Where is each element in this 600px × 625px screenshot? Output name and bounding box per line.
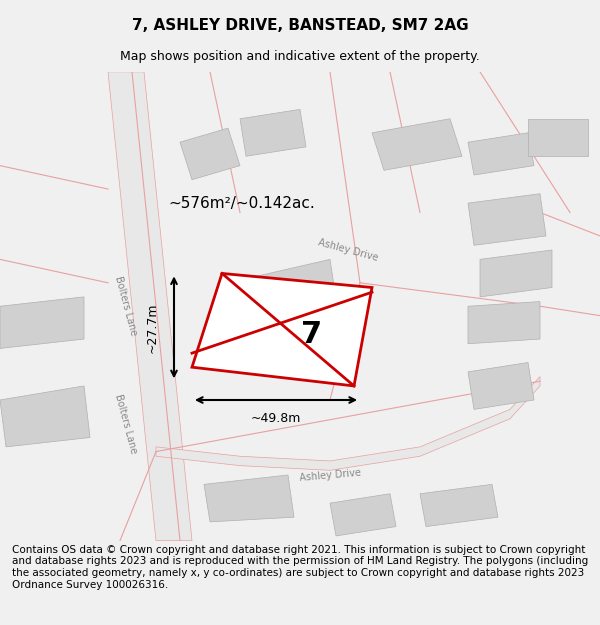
Polygon shape — [468, 194, 546, 245]
Text: Contains OS data © Crown copyright and database right 2021. This information is : Contains OS data © Crown copyright and d… — [12, 545, 588, 589]
Polygon shape — [180, 128, 240, 180]
Polygon shape — [156, 376, 540, 470]
Polygon shape — [420, 484, 498, 526]
Polygon shape — [468, 301, 540, 344]
Polygon shape — [480, 250, 552, 297]
Polygon shape — [0, 297, 84, 349]
Polygon shape — [0, 386, 90, 447]
Polygon shape — [372, 119, 462, 170]
Polygon shape — [228, 259, 342, 353]
Text: Ashley Drive: Ashley Drive — [299, 468, 361, 482]
Text: ~576m²/~0.142ac.: ~576m²/~0.142ac. — [168, 196, 315, 211]
Polygon shape — [108, 72, 192, 541]
Polygon shape — [204, 475, 294, 522]
Text: Bolters Lane: Bolters Lane — [113, 392, 139, 454]
Text: ~49.8m: ~49.8m — [251, 412, 301, 425]
Text: 7: 7 — [301, 320, 323, 349]
Text: Bolters Lane: Bolters Lane — [113, 276, 139, 337]
Polygon shape — [240, 109, 306, 156]
Polygon shape — [468, 132, 534, 175]
Text: Ashley Drive: Ashley Drive — [317, 237, 379, 263]
Polygon shape — [528, 119, 588, 156]
Text: 7, ASHLEY DRIVE, BANSTEAD, SM7 2AG: 7, ASHLEY DRIVE, BANSTEAD, SM7 2AG — [131, 18, 469, 33]
Text: Map shows position and indicative extent of the property.: Map shows position and indicative extent… — [120, 50, 480, 63]
Polygon shape — [330, 494, 396, 536]
Text: ~27.7m: ~27.7m — [146, 302, 159, 352]
Polygon shape — [192, 274, 372, 386]
Polygon shape — [468, 362, 534, 409]
